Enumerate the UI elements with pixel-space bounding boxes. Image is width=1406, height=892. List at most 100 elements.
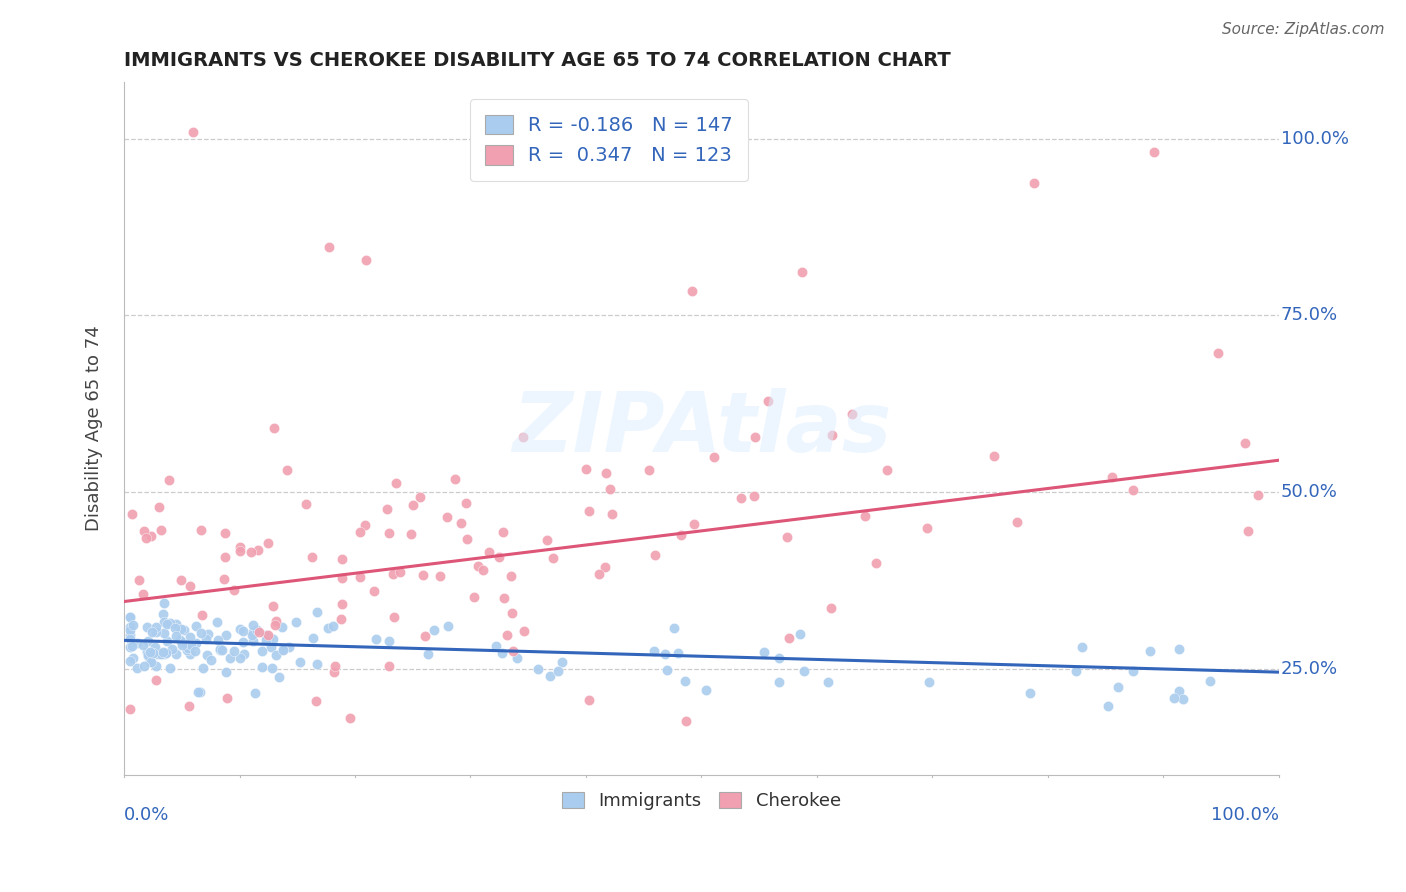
Point: [378, 658, 401, 673]
Point: [408, 491, 430, 505]
Point: [619, 135, 641, 149]
Point: [179, 647, 201, 661]
Point: [349, 524, 371, 539]
Point: [643, 644, 665, 658]
Point: [1206, 346, 1229, 360]
Point: [401, 526, 423, 541]
Point: [139, 654, 162, 668]
Point: [472, 563, 495, 577]
Point: [1022, 176, 1045, 190]
Text: Source: ZipAtlas.com: Source: ZipAtlas.com: [1222, 22, 1385, 37]
Point: [637, 463, 659, 477]
Point: [375, 501, 398, 516]
Point: [1246, 488, 1268, 502]
Point: [437, 619, 460, 633]
Point: [595, 466, 617, 480]
Point: [136, 648, 159, 663]
Point: [260, 661, 283, 675]
Point: [599, 482, 621, 496]
Point: [284, 615, 307, 629]
Point: [145, 673, 167, 688]
Point: [277, 640, 299, 654]
Point: [128, 573, 150, 587]
Point: [1107, 681, 1129, 695]
Point: [654, 648, 676, 662]
Point: [450, 516, 472, 530]
Point: [184, 636, 207, 650]
Point: [323, 659, 346, 673]
Point: [150, 647, 173, 661]
Point: [775, 530, 797, 544]
Text: IMMIGRANTS VS CHEROKEE DISABILITY AGE 65 TO 74 CORRELATION CHART: IMMIGRANTS VS CHEROKEE DISABILITY AGE 65…: [124, 51, 950, 70]
Point: [229, 544, 252, 558]
Point: [145, 640, 167, 655]
Point: [429, 569, 451, 583]
Point: [983, 449, 1005, 463]
Point: [138, 645, 160, 659]
Point: [789, 626, 811, 640]
Point: [1173, 691, 1195, 706]
Text: 75.0%: 75.0%: [1281, 307, 1339, 325]
Point: [1019, 686, 1042, 700]
Point: [682, 516, 704, 531]
Point: [163, 621, 186, 635]
Point: [146, 647, 169, 661]
Point: [195, 632, 218, 647]
Point: [271, 643, 294, 657]
Point: [152, 626, 174, 640]
Point: [125, 661, 148, 675]
Point: [506, 650, 529, 665]
Point: [264, 648, 287, 662]
Point: [136, 648, 159, 663]
Point: [575, 461, 598, 475]
Point: [179, 579, 201, 593]
Point: [188, 685, 211, 699]
Point: [541, 551, 564, 566]
Point: [768, 651, 790, 665]
Point: [381, 566, 404, 581]
Point: [271, 620, 294, 634]
Point: [136, 634, 159, 648]
Point: [172, 635, 194, 649]
Point: [467, 558, 489, 573]
Point: [165, 648, 187, 662]
Point: [488, 549, 510, 564]
Point: [330, 571, 353, 585]
Point: [263, 421, 285, 435]
Point: [491, 646, 513, 660]
Point: [754, 645, 776, 659]
Point: [463, 590, 485, 604]
Point: [218, 651, 240, 665]
Point: [1070, 640, 1092, 654]
Point: [820, 600, 842, 615]
Point: [669, 528, 692, 542]
Point: [135, 620, 157, 634]
Point: [256, 536, 278, 550]
Point: [536, 533, 558, 547]
Point: [307, 657, 329, 672]
Point: [501, 569, 523, 583]
Point: [132, 638, 155, 652]
Point: [247, 625, 270, 640]
Point: [364, 632, 387, 646]
Point: [205, 615, 228, 629]
Point: [484, 640, 506, 654]
Point: [207, 633, 229, 648]
Point: [139, 528, 162, 542]
Point: [136, 645, 159, 659]
Point: [169, 633, 191, 648]
Point: [756, 393, 779, 408]
Point: [644, 548, 666, 562]
Point: [141, 624, 163, 639]
Point: [695, 683, 717, 698]
Point: [132, 659, 155, 673]
Point: [385, 476, 408, 491]
Point: [1233, 435, 1256, 450]
Point: [145, 620, 167, 634]
Point: [208, 643, 231, 657]
Point: [252, 660, 274, 674]
Point: [339, 711, 361, 725]
Point: [177, 698, 200, 713]
Point: [145, 658, 167, 673]
Point: [1101, 469, 1123, 483]
